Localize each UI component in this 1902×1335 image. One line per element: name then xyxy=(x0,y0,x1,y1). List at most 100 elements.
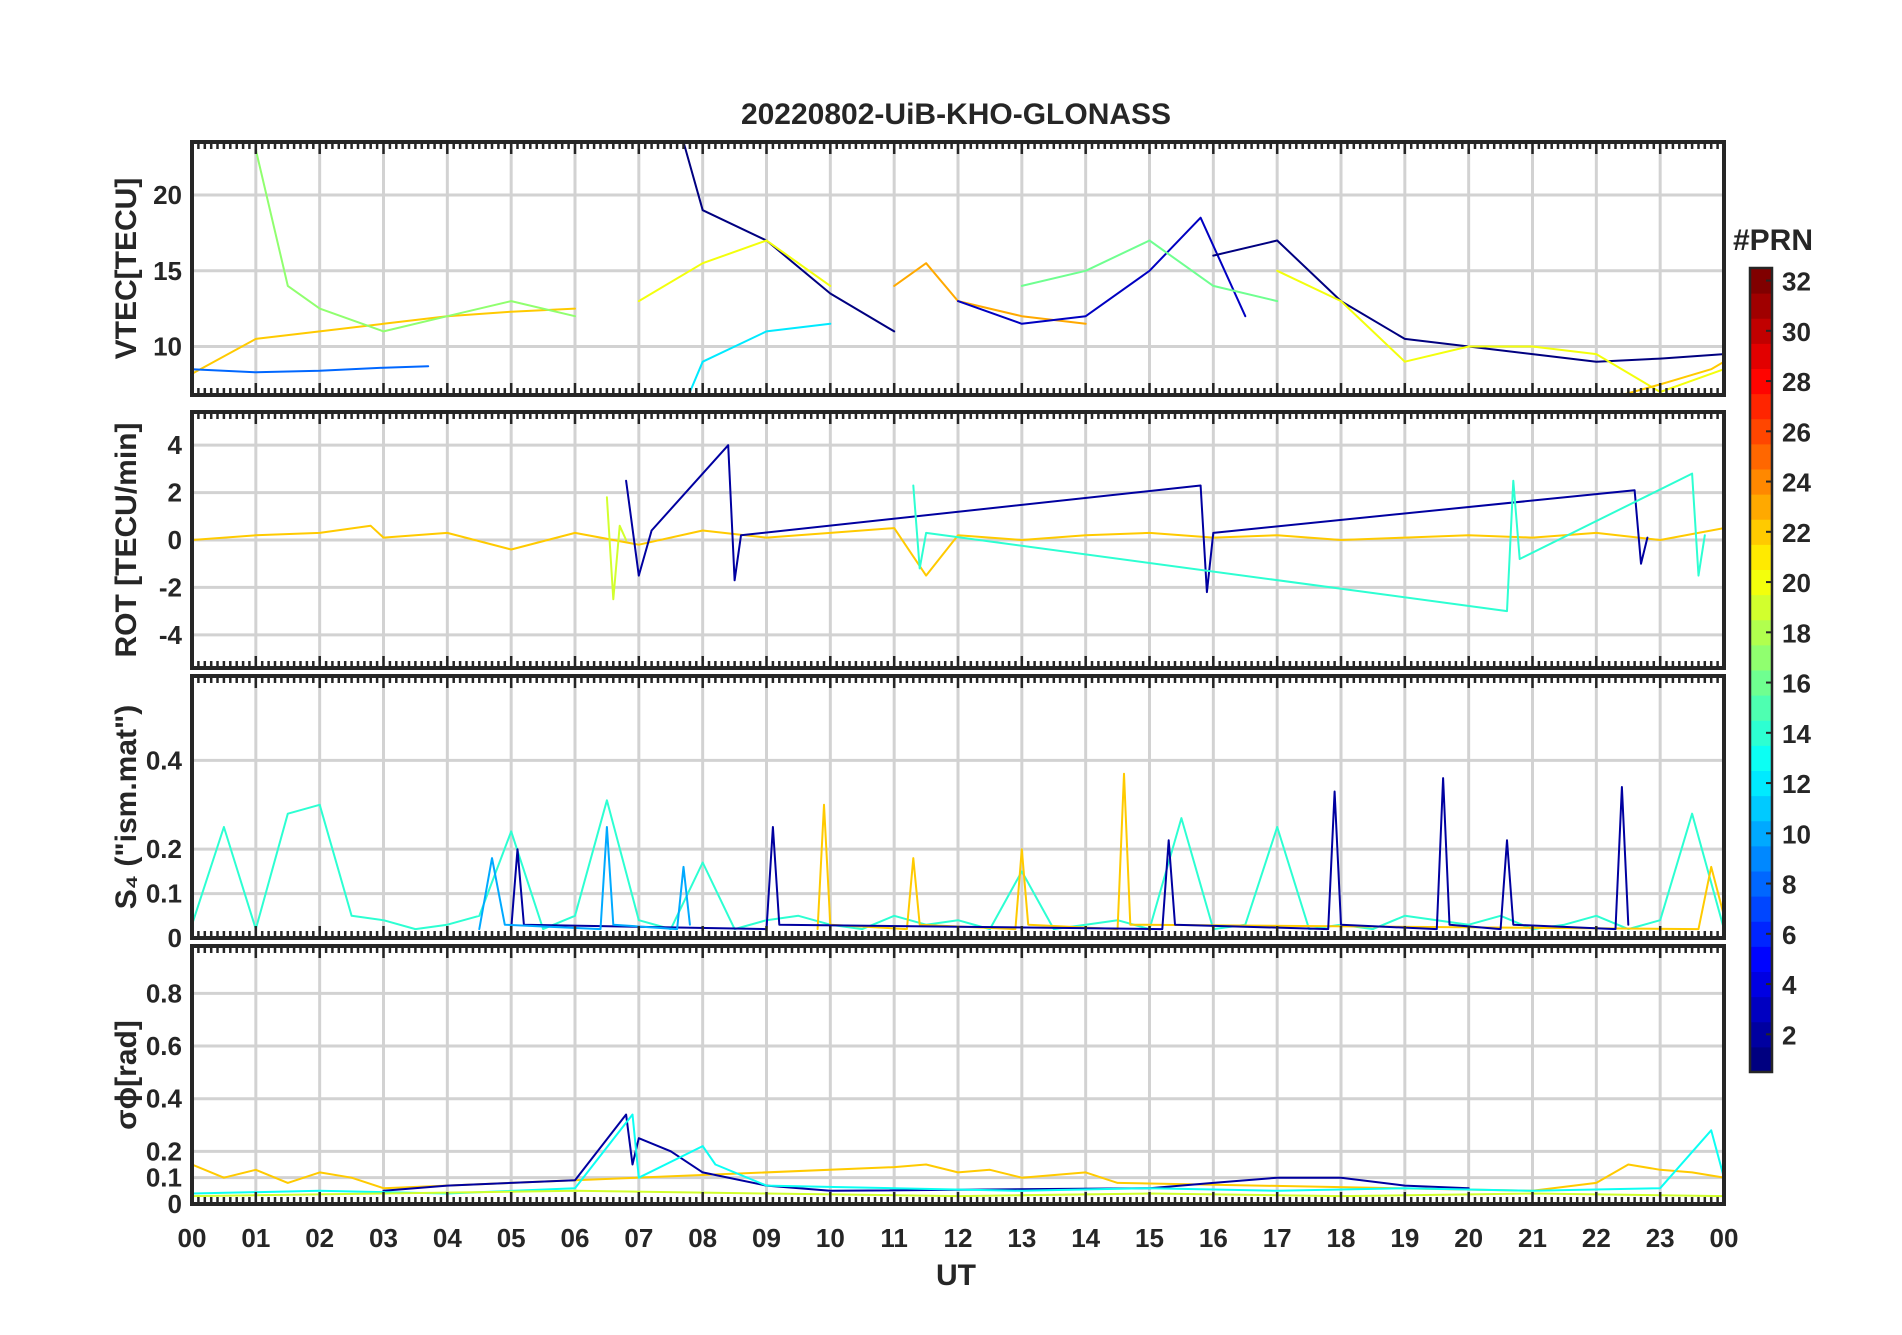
colorbar-tick-label: 12 xyxy=(1782,769,1811,799)
x-tick-label: 21 xyxy=(1518,1223,1547,1253)
x-tick-label: 02 xyxy=(305,1223,334,1253)
y-tick-label: 0 xyxy=(168,525,182,555)
y-tick-label: 0.1 xyxy=(146,1163,182,1193)
series-line-prn-14 xyxy=(912,472,1706,613)
x-tick-label: 18 xyxy=(1327,1223,1356,1253)
series-line-prn-20 xyxy=(1276,269,1724,393)
colorbar-segment xyxy=(1750,695,1772,721)
x-tick-label: 05 xyxy=(497,1223,526,1253)
colorbar-segment xyxy=(1750,946,1772,972)
y-axis-label: σϕ[rad] xyxy=(110,1020,143,1130)
x-tick-label: 09 xyxy=(752,1223,781,1253)
colorbar-tick-label: 4 xyxy=(1782,970,1797,1000)
x-minor-ticks xyxy=(190,676,1726,938)
series-line-prn-20 xyxy=(637,239,832,303)
series-line-prn-22 xyxy=(192,1163,1724,1192)
colorbar-segment xyxy=(1750,644,1772,671)
x-tick-label: 13 xyxy=(1007,1223,1036,1253)
series-line-prn-23 xyxy=(893,262,1087,325)
x-minor-ticks xyxy=(190,412,1726,668)
panel-s4: 0 0.1 0.2 0.4S₄ ("ism.mat") xyxy=(110,674,1726,953)
colorbar-label: #PRN xyxy=(1733,224,1813,257)
colorbar-segment xyxy=(1750,494,1772,520)
x-tick-label: 16 xyxy=(1199,1223,1228,1253)
x-minor-ticks xyxy=(190,946,1726,1204)
chart-title: 20220802-UiB-KHO-GLONASS xyxy=(741,98,1171,131)
y-axis-label: S₄ ("ism.mat") xyxy=(110,705,143,909)
colorbar-segment xyxy=(1750,318,1772,344)
colorbar-segment xyxy=(1750,795,1772,822)
colorbar-segment xyxy=(1750,594,1772,621)
series-line-prn-22 xyxy=(192,307,576,375)
y-tick-label: 15 xyxy=(153,256,182,286)
colorbar-segment xyxy=(1750,670,1772,696)
colorbar-segment xyxy=(1750,418,1772,445)
x-minor-ticks xyxy=(190,142,1726,395)
colorbar-segment xyxy=(1750,921,1772,947)
y-tick-label: 0.2 xyxy=(146,834,182,864)
series-line-prn-2 xyxy=(625,444,1649,594)
series-line-prn-12 xyxy=(688,322,832,393)
colorbar-tick-label: 26 xyxy=(1782,417,1811,447)
colorbar-tick-label: 24 xyxy=(1782,468,1811,498)
colorbar-tick-label: 22 xyxy=(1782,518,1811,548)
colorbar-segment xyxy=(1750,569,1772,596)
colorbar-tick-label: 16 xyxy=(1782,669,1811,699)
series-line-prn-2 xyxy=(510,777,1630,931)
series-group xyxy=(192,772,1724,931)
y-tick-label: 4 xyxy=(168,430,183,460)
y-tick-label: 0.2 xyxy=(146,1136,182,1166)
y-tick-label: 20 xyxy=(153,180,182,210)
series-line-prn-10 xyxy=(478,826,691,931)
colorbar-segment xyxy=(1750,845,1772,872)
x-axis-label: UT xyxy=(936,1259,976,1292)
series-line-prn-22 xyxy=(192,524,1724,577)
y-tick-label: 2 xyxy=(168,478,182,508)
colorbar-segment xyxy=(1750,896,1772,922)
x-tick-label: 10 xyxy=(816,1223,845,1253)
colorbar-tick-label: 18 xyxy=(1782,618,1811,648)
colorbar-segment xyxy=(1750,619,1772,646)
panel-vtec: 10 15 20 VTEC[TECU] xyxy=(110,140,1726,397)
series-line-prn-1 xyxy=(682,142,896,333)
colorbar-segment xyxy=(1750,443,1772,470)
y-axis-label: VTEC[TECU] xyxy=(110,178,143,360)
x-tick-label: 07 xyxy=(624,1223,653,1253)
y-tick-label: 0.8 xyxy=(146,978,182,1008)
colorbar-tick-label: 8 xyxy=(1782,870,1796,900)
colorbar-segment xyxy=(1750,519,1772,545)
colorbar-tick-label: 30 xyxy=(1782,317,1811,347)
series-line-prn-16 xyxy=(1020,239,1279,303)
panel-sigma_phi: 00.10.2 0.4 0.6 0.8σϕ[rad] xyxy=(110,944,1726,1219)
series-group xyxy=(192,444,1724,613)
y-tick-label: 10 xyxy=(153,332,182,362)
colorbar-segment xyxy=(1750,770,1772,797)
x-tick-label: 08 xyxy=(688,1223,717,1253)
x-tick-label: 03 xyxy=(369,1223,398,1253)
y-tick-label: 0 xyxy=(168,1189,182,1219)
y-axis-label: ROT [TECU/min] xyxy=(110,423,143,658)
y-tick-label: 0.1 xyxy=(146,879,182,909)
colorbar-frame xyxy=(1748,266,1774,1074)
series-line-prn-2 xyxy=(382,1113,1470,1192)
colorbar-segment xyxy=(1750,820,1772,847)
colorbar-segment xyxy=(1750,996,1772,1023)
y-tick-label: 0.4 xyxy=(146,745,183,775)
colorbar-segment xyxy=(1750,268,1772,294)
colorbar-tick-label: 20 xyxy=(1782,568,1811,598)
y-tick-label: 0.6 xyxy=(146,1031,182,1061)
colorbar-segment xyxy=(1750,871,1772,897)
colorbar-tick-label: 6 xyxy=(1782,920,1796,950)
x-tick-label: 23 xyxy=(1646,1223,1675,1253)
x-tick-label: 15 xyxy=(1135,1223,1164,1253)
series-line-prn-14 xyxy=(192,799,1724,931)
x-tick-label: 14 xyxy=(1071,1223,1100,1253)
colorbar-segment xyxy=(1750,368,1772,395)
colorbar-segment xyxy=(1750,343,1772,369)
colorbar-segment xyxy=(1750,720,1772,746)
x-tick-label: 00 xyxy=(1710,1223,1739,1253)
colorbar-segment xyxy=(1750,1046,1772,1073)
